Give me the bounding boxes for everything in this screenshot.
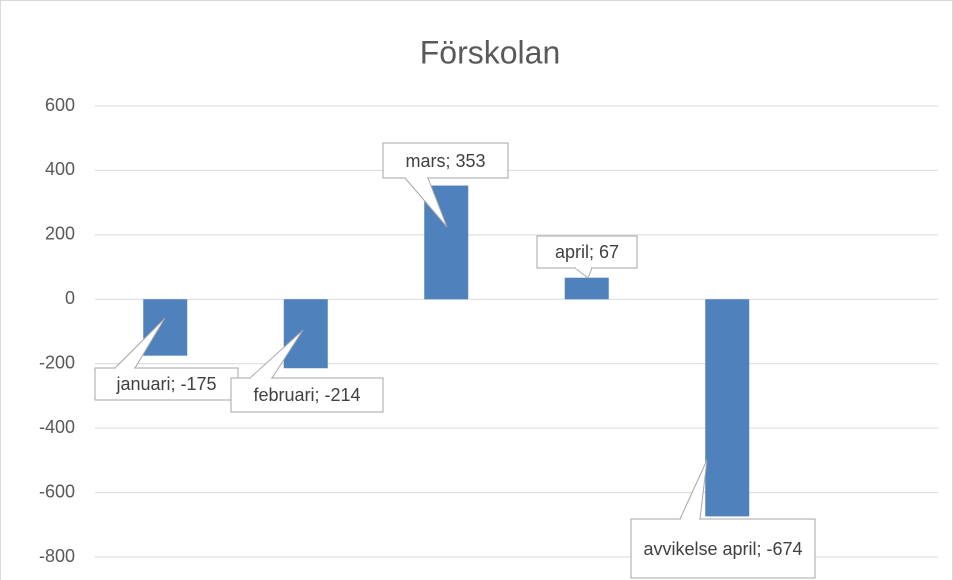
y-tick-label: 200 bbox=[45, 224, 75, 244]
data-label: avvikelse april; -674 bbox=[643, 538, 803, 559]
bar bbox=[705, 299, 750, 517]
data-label-box: avvikelse april; -674 bbox=[643, 538, 803, 559]
y-tick-label: -200 bbox=[39, 352, 75, 372]
data-label: april; 67 bbox=[554, 242, 620, 262]
data-label-box: april; 67 bbox=[554, 242, 620, 262]
data-label: januari; -175 bbox=[116, 374, 217, 394]
data-label: februari; -214 bbox=[253, 385, 361, 405]
data-label-box: januari; -175 bbox=[116, 374, 217, 394]
callout-box bbox=[536, 235, 638, 269]
callout-box bbox=[230, 377, 384, 413]
y-tick-label: -600 bbox=[39, 481, 75, 501]
bar bbox=[564, 277, 609, 300]
y-tick-label: -800 bbox=[39, 546, 75, 566]
callout-box bbox=[630, 518, 816, 579]
y-tick-label: -400 bbox=[39, 417, 75, 437]
y-tick-label: 0 bbox=[65, 288, 75, 308]
bar bbox=[143, 299, 188, 356]
data-label-box: februari; -214 bbox=[253, 385, 361, 405]
y-tick-label: 400 bbox=[45, 159, 75, 179]
y-tick-label: 600 bbox=[45, 95, 75, 115]
callout-box bbox=[382, 142, 509, 179]
bar bbox=[283, 299, 328, 369]
data-label-box: mars; 353 bbox=[405, 150, 486, 171]
chart-title: Förskolan bbox=[420, 34, 561, 70]
data-label: mars; 353 bbox=[405, 150, 486, 171]
